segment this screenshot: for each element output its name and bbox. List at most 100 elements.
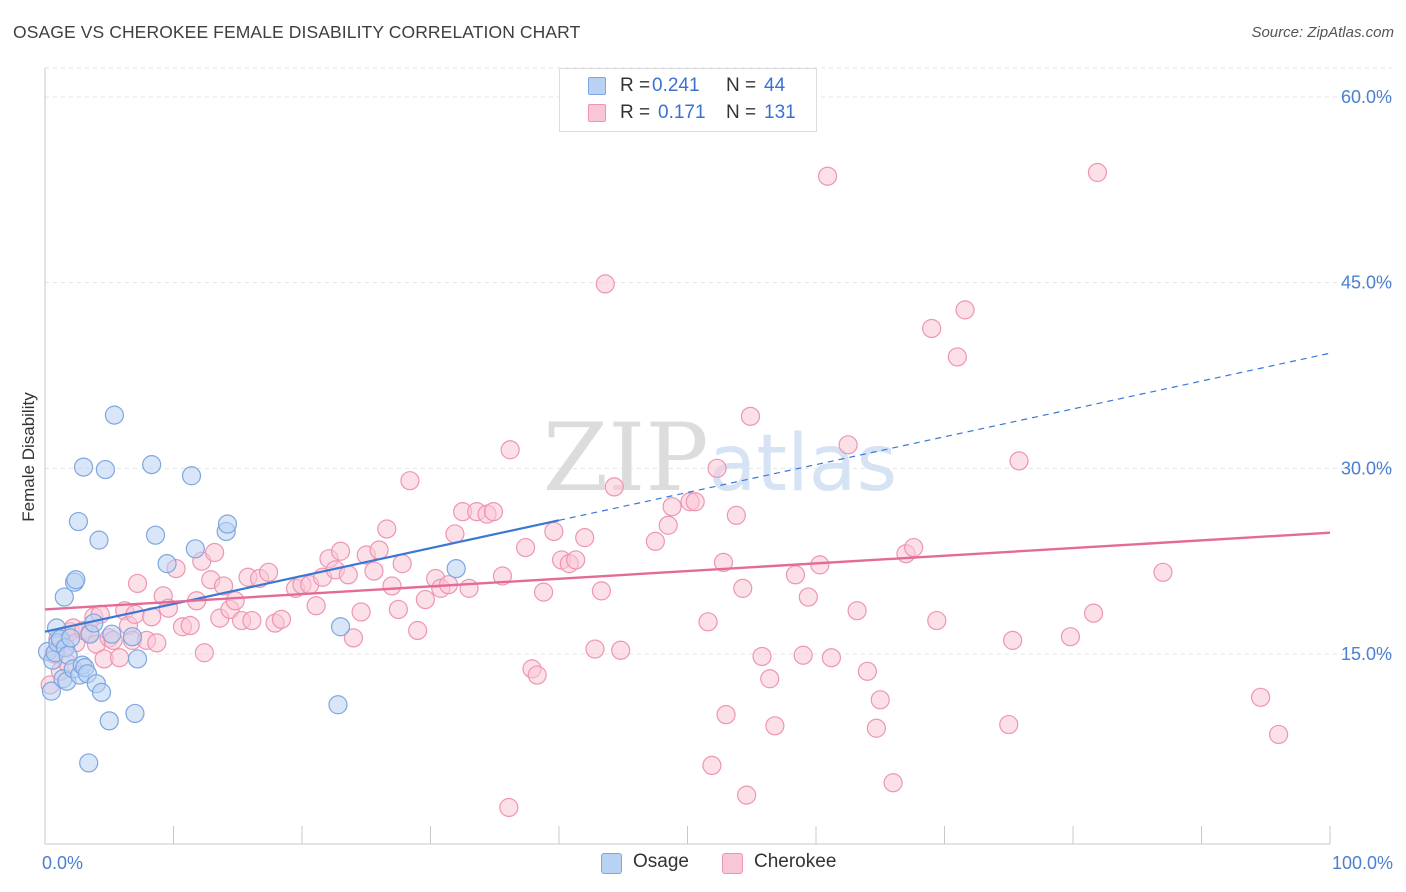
data-point (527, 665, 547, 685)
data-point (716, 705, 736, 725)
r-value: 0.241 (652, 75, 700, 96)
data-point (306, 596, 326, 616)
data-point (645, 531, 665, 551)
data-point (41, 681, 62, 701)
data-point (595, 274, 615, 294)
data-point (104, 405, 124, 425)
data-point (1009, 451, 1029, 471)
x-tick-labels: 0.0% 100.0% (42, 853, 1393, 873)
y-tick-label: 30.0% (1341, 458, 1392, 478)
r-label: R = (620, 75, 651, 96)
data-point (483, 502, 504, 522)
data-point (765, 716, 785, 736)
source-label: Source: ZipAtlas.com (1251, 24, 1394, 41)
series-legend: Osage Cherokee (0, 851, 1406, 877)
data-point (798, 587, 818, 607)
data-point (109, 648, 130, 668)
data-point (445, 524, 465, 544)
data-point (857, 661, 878, 681)
data-point (1251, 687, 1271, 707)
legend-label-osage: Osage (633, 851, 689, 872)
data-point (408, 620, 428, 641)
legend-label-cherokee: Cherokee (754, 851, 837, 872)
data-point (1060, 627, 1081, 647)
data-point (388, 599, 408, 620)
data-point (1083, 603, 1104, 623)
cherokee-swatch (588, 104, 606, 122)
y-axis-label: Female Disability (19, 392, 38, 522)
data-point (66, 570, 86, 590)
data-point (685, 492, 705, 512)
data-point (125, 703, 145, 724)
data-point (1153, 562, 1173, 582)
data-point (499, 797, 519, 818)
data-point (566, 550, 586, 570)
n-label: N = (726, 75, 757, 96)
data-point (702, 755, 722, 776)
osage-swatch (588, 77, 606, 95)
data-point (817, 166, 838, 186)
data-point (145, 525, 166, 545)
watermark-zip: ZIP (543, 404, 709, 513)
data-point (91, 682, 112, 702)
n-value: 131 (764, 102, 796, 123)
data-point (400, 471, 420, 491)
y-tick-labels: 15.0% 30.0% 45.0% 60.0% (1341, 87, 1392, 664)
data-point (733, 578, 753, 598)
data-point (79, 753, 99, 773)
data-point (999, 714, 1019, 735)
data-point (102, 624, 122, 644)
data-point (922, 318, 942, 339)
data-point (737, 785, 757, 805)
y-tick-label: 15.0% (1341, 644, 1392, 664)
data-point (904, 537, 924, 558)
data-point (392, 554, 412, 574)
axes (44, 68, 1331, 845)
data-point (446, 558, 466, 579)
data-point (752, 646, 772, 667)
x-tick-label: 0.0% (42, 853, 83, 873)
data-point (328, 695, 348, 715)
data-point (847, 601, 867, 621)
data-point (740, 406, 761, 426)
data-point (760, 669, 780, 689)
data-point (68, 511, 89, 532)
data-point (955, 300, 975, 320)
data-point (343, 628, 363, 648)
series-cherokee (40, 162, 1289, 818)
x-tick-label: 100.0% (1332, 853, 1393, 873)
data-point (515, 537, 536, 558)
data-point (89, 530, 109, 550)
series-osage (37, 405, 466, 773)
cherokee-trend-line (44, 531, 1331, 611)
data-point (1087, 162, 1108, 183)
osage-trend-line (44, 519, 560, 633)
data-point (810, 555, 830, 575)
chart-title: OSAGE VS CHEROKEE FEMALE DISABILITY CORR… (13, 22, 581, 42)
data-points (37, 162, 1289, 818)
data-point (707, 458, 727, 478)
data-point (585, 639, 605, 659)
y-tick-label: 60.0% (1341, 87, 1392, 107)
data-point (492, 566, 513, 586)
data-point (658, 515, 678, 535)
data-point (713, 552, 734, 573)
data-point (54, 587, 74, 607)
data-point (95, 459, 115, 480)
r-value: 0.171 (658, 102, 706, 123)
data-point (821, 648, 842, 668)
data-point (214, 576, 234, 596)
data-point (127, 573, 148, 594)
osage-swatch (601, 853, 622, 874)
watermark: ZIPatlas (543, 404, 897, 513)
n-value: 44 (764, 75, 786, 96)
data-point (99, 711, 119, 731)
y-tick-label: 45.0% (1341, 273, 1392, 293)
data-point (242, 610, 262, 631)
data-point (866, 718, 886, 738)
data-point (838, 435, 858, 455)
data-point (181, 466, 202, 486)
data-point (544, 521, 564, 542)
data-point (726, 505, 746, 525)
